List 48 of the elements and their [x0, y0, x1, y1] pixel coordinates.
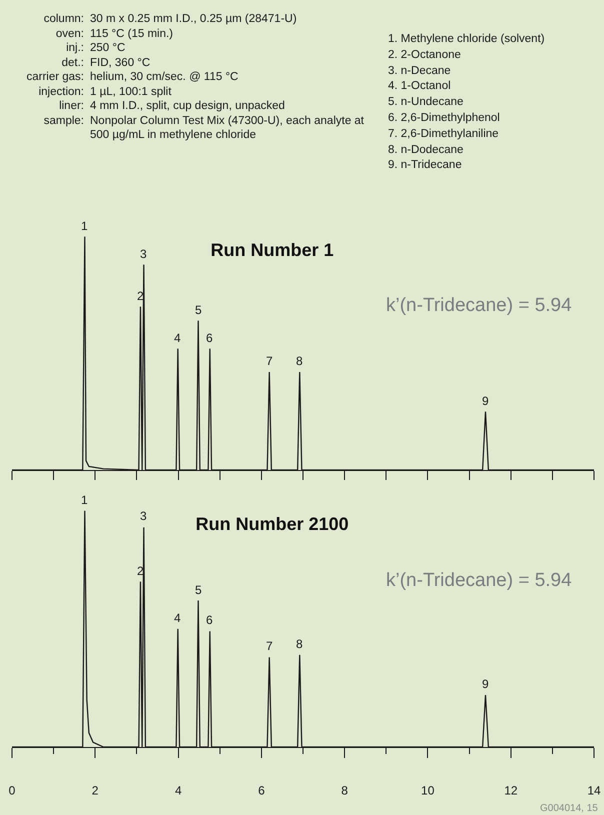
- text: 2. 2-Octanone: [388, 48, 461, 62]
- annotation: 5: [195, 583, 202, 597]
- text: 6. 2,6-Dimethylphenol: [388, 110, 500, 126]
- text: 4. 1-Octanol: [388, 79, 451, 94]
- text: carrier gas: helium, 30 cm/sec. @ 115 °C: [25, 70, 240, 84]
- annotation: 2: [137, 289, 144, 303]
- x-tick-label: 12: [504, 783, 518, 798]
- annotation: 6: [206, 331, 213, 345]
- x-tick-label: 14: [587, 783, 601, 798]
- chart-title: Run Number 2100: [196, 514, 349, 534]
- text: 8. n-Dodecane: [388, 142, 464, 158]
- annotation: 6: [206, 613, 213, 627]
- annotation: 8: [296, 354, 303, 368]
- annotation: 9: [482, 677, 489, 691]
- x-tick-label: 8: [341, 783, 348, 798]
- annotation: 4: [174, 611, 181, 625]
- annotation: 7: [266, 354, 273, 368]
- annotation: 3: [140, 247, 147, 261]
- text: inj.: 250 °C: [65, 41, 126, 56]
- annotation: 7: [266, 639, 273, 653]
- annotation: 5: [195, 303, 202, 317]
- text: column: 30 m x 0.25 mm I.D., 0.25 µm (28471-U): [42, 12, 298, 26]
- text: det.: FID, 360 °C: [60, 56, 152, 70]
- text: sample: Nonpolar Column Test Mix (47300-U), each analyte at 500 µg/mL in methylene chloride: [42, 114, 366, 142]
- x-tick-label: 10: [421, 783, 435, 798]
- chart-title: Run Number 1: [210, 240, 334, 260]
- text: G004014, 15: [540, 803, 598, 814]
- x-tick-label: 4: [174, 783, 182, 798]
- annotation: 3: [140, 509, 147, 523]
- annotation: 1: [81, 493, 88, 507]
- text: 9. n-Tridecane: [388, 158, 462, 173]
- x-tick-label: 2: [92, 783, 99, 798]
- annotation: 4: [174, 331, 181, 345]
- x-tick-label: 0: [8, 783, 16, 798]
- text: 3. n-Decane: [388, 64, 451, 78]
- annotation: k’(n-Tridecane) = 5.94: [386, 295, 572, 316]
- text: injection: 1 µL, 100:1 split: [38, 84, 172, 99]
- x-tick-label: 6: [258, 783, 266, 798]
- annotation: 2: [137, 564, 144, 578]
- text: liner: 4 mm I.D., split, cup design, unpacked: [58, 99, 286, 114]
- text: 5. n-Undecane: [388, 95, 464, 110]
- annotation: k’(n-Tridecane) = 5.94: [386, 570, 572, 591]
- annotation: 8: [296, 637, 303, 651]
- annotation: 9: [482, 394, 489, 408]
- annotation: 1: [81, 219, 88, 233]
- text: 1. Methylene chloride (solvent): [388, 32, 545, 46]
- text: 7. 2,6-Dimethylaniline: [388, 126, 499, 142]
- text: oven: 115 °C (15 min.): [54, 26, 174, 41]
